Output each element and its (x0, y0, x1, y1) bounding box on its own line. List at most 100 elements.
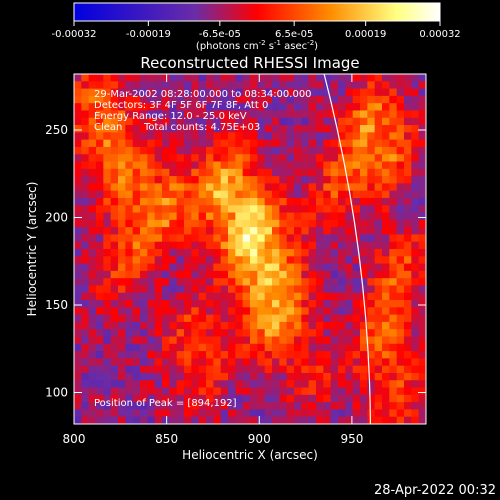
heatmap-cell (81, 343, 90, 352)
heatmap-cell (191, 212, 200, 221)
heatmap-cell (374, 103, 383, 111)
heatmap-cell (191, 88, 200, 97)
heatmap-cell (169, 249, 178, 257)
heatmap-cell (323, 380, 332, 388)
heatmap-cell (206, 292, 214, 301)
heatmap-cell (279, 241, 288, 250)
heatmap-cell (382, 380, 390, 388)
heatmap-cell (316, 249, 324, 257)
heatmap-cell (228, 285, 236, 294)
heatmap-cell (367, 88, 376, 97)
heatmap-cell (191, 380, 200, 388)
heatmap-cell (352, 205, 361, 213)
heatmap-cell (360, 256, 368, 264)
heatmap-cell (118, 197, 126, 206)
heatmap-cell (88, 365, 97, 374)
heatmap-cell (228, 74, 236, 82)
heatmap-cell (169, 168, 178, 177)
heatmap-cell (81, 190, 90, 199)
heatmap-cell (118, 219, 126, 228)
heatmap-cell (374, 394, 383, 403)
heatmap-cell (96, 343, 104, 352)
heatmap-cell (345, 190, 354, 199)
heatmap-cell (81, 139, 90, 148)
heatmap-cell (360, 409, 368, 418)
heatmap-cell (360, 380, 368, 388)
heatmap-cell (286, 154, 295, 162)
heatmap-cell (396, 380, 405, 388)
heatmap-cell (198, 132, 207, 141)
heatmap-cell (330, 241, 339, 250)
heatmap-cell (294, 416, 302, 424)
heatmap-cell (198, 81, 207, 89)
heatmap-cell (250, 132, 258, 141)
heatmap-cell (279, 205, 288, 213)
heatmap-cell (206, 394, 214, 403)
heatmap-cell (352, 161, 361, 170)
heatmap-cell (235, 234, 244, 243)
heatmap-cell (418, 314, 426, 323)
heatmap-cell (338, 409, 346, 418)
heatmap-cell (338, 110, 346, 119)
heatmap-cell (169, 154, 178, 162)
heatmap-cell (330, 212, 339, 221)
heatmap-cell (220, 74, 229, 82)
heatmap-cell (250, 256, 258, 264)
heatmap-cell (264, 88, 273, 97)
heatmap-cell (382, 329, 390, 337)
heatmap-cell (389, 300, 398, 308)
heatmap-cell (264, 343, 273, 352)
heatmap-cell (316, 365, 324, 374)
heatmap-cell (345, 278, 354, 286)
heatmap-cell (140, 329, 148, 337)
heatmap-cell (360, 329, 368, 337)
heatmap-cell (191, 329, 200, 337)
heatmap-cell (338, 88, 346, 97)
heatmap-cell (411, 329, 420, 337)
heatmap-cell (352, 117, 361, 126)
heatmap-cell (242, 300, 251, 308)
heatmap-cell (206, 307, 214, 316)
heatmap-cell (162, 154, 170, 162)
heatmap-cell (220, 139, 229, 148)
heatmap-cell (169, 372, 178, 381)
heatmap-cell (330, 372, 339, 381)
heatmap-cell (147, 278, 156, 286)
heatmap-cell (169, 190, 178, 199)
heatmap-cell (118, 285, 126, 294)
heatmap-cell (206, 358, 214, 367)
heatmap-cell (404, 176, 412, 184)
heatmap-cell (132, 278, 141, 286)
heatmap-cell (330, 292, 339, 301)
heatmap-cell (345, 372, 354, 381)
heatmap-cell (389, 394, 398, 403)
heatmap-cell (264, 372, 273, 381)
heatmap-cell (404, 205, 412, 213)
heatmap-cell (382, 176, 390, 184)
heatmap-cell (220, 183, 229, 192)
heatmap-cell (140, 139, 148, 148)
heatmap-cell (118, 300, 126, 308)
heatmap-cell (198, 270, 207, 279)
heatmap-cell (257, 278, 266, 286)
heatmap-cell (418, 117, 426, 126)
heatmap-cell (272, 176, 280, 184)
heatmap-cell (176, 256, 185, 264)
heatmap-cell (88, 270, 97, 279)
heatmap-cell (213, 365, 222, 374)
heatmap-cell (110, 336, 119, 345)
heatmap-cell (132, 372, 141, 381)
heatmap-cell (140, 74, 148, 82)
heatmap-cell (257, 103, 266, 111)
heatmap-cell (125, 95, 134, 104)
heatmap-cell (228, 365, 236, 374)
heatmap-cell (74, 139, 82, 148)
heatmap-cell (389, 176, 398, 184)
heatmap-cell (286, 285, 295, 294)
heatmap-cell (206, 241, 214, 250)
heatmap-cell (308, 154, 317, 162)
heatmap-cell (213, 416, 222, 424)
heatmap-cell (352, 292, 361, 301)
heatmap-cell (110, 358, 119, 367)
heatmap-cell (74, 329, 82, 337)
